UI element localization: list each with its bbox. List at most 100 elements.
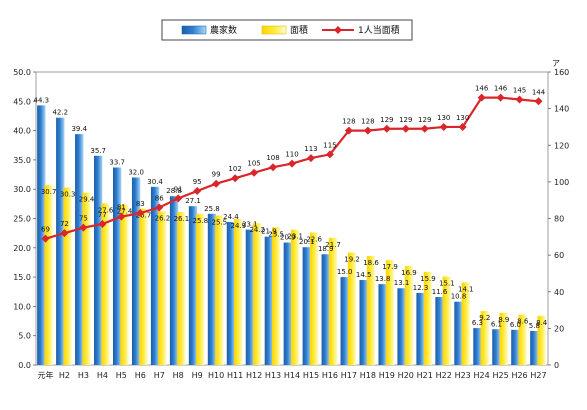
data-label-per-person: 145	[513, 86, 526, 94]
y2-tick-label: 0	[554, 361, 559, 370]
y-tick-label: 15.0	[13, 273, 31, 282]
x-tick-label: H19	[379, 371, 395, 380]
x-tick-label: H7	[154, 371, 165, 380]
bar-area	[291, 229, 300, 365]
bar-area	[423, 271, 433, 365]
point-per-person	[79, 223, 88, 232]
data-label-per-person: 75	[79, 215, 88, 223]
y2-tick-label: 40	[554, 288, 564, 297]
bar-area	[44, 185, 53, 365]
point-per-person	[325, 150, 334, 159]
point-per-person	[155, 203, 164, 212]
x-tick-label: H18	[360, 371, 376, 380]
x-tick-label: H22	[436, 371, 452, 380]
x-tick-label: H21	[417, 371, 433, 380]
bar-farms	[492, 329, 501, 365]
bar-farms	[131, 177, 141, 365]
data-label-per-person: 102	[228, 165, 241, 173]
point-per-person	[231, 174, 240, 183]
data-label-farms: 14.5	[356, 271, 372, 279]
data-label-farms: 21.9	[261, 228, 277, 236]
data-label-per-person: 128	[342, 118, 355, 126]
point-per-person	[344, 126, 353, 135]
bar-area	[215, 215, 224, 365]
bar-area	[385, 260, 395, 365]
bar-area	[82, 192, 91, 365]
x-tick-label: H3	[78, 371, 89, 380]
bar-farms	[416, 292, 425, 365]
data-label-per-person: 130	[456, 114, 469, 122]
data-label-farms: 33.7	[109, 159, 125, 167]
x-tick-label: H20	[398, 371, 414, 380]
data-label-farms: 18.9	[318, 245, 334, 253]
x-tick-label: H23	[455, 371, 471, 380]
point-per-person	[41, 234, 50, 243]
y-tick-label: 45.0	[13, 97, 31, 106]
data-label-per-person: 83	[136, 200, 145, 208]
data-label-farms: 20.9	[280, 234, 296, 242]
bar-farms	[94, 155, 103, 365]
data-label-farms: 30.4	[147, 178, 163, 186]
data-label-per-person: 91	[174, 185, 183, 193]
data-label-area: 8.4	[536, 319, 548, 327]
bar-area	[177, 212, 186, 365]
data-label-farms: 42.2	[52, 109, 68, 117]
bar-farms	[188, 206, 198, 365]
point-per-person	[98, 219, 107, 228]
data-label-area: 16.9	[401, 269, 417, 277]
y-tick-label: 0.0	[18, 361, 31, 370]
data-label-farms: 20.1	[299, 238, 315, 246]
data-label-farms: 39.4	[71, 125, 87, 133]
bar-area	[404, 265, 414, 365]
point-per-person	[363, 126, 372, 135]
data-label-area: 27.6	[98, 206, 114, 214]
bar-farms	[321, 254, 330, 365]
data-label-farms: 13.1	[394, 279, 410, 287]
x-tick-label: H8	[173, 371, 184, 380]
y2-tick-label: 80	[554, 215, 564, 224]
data-label-area: 23.5	[268, 230, 284, 238]
bar-farms	[207, 213, 217, 365]
point-per-person	[306, 154, 315, 163]
bar-area	[101, 203, 110, 365]
bar-farms	[150, 186, 160, 365]
data-label-area: 30.7	[41, 188, 57, 196]
data-label-farms: 11.6	[432, 288, 448, 296]
data-label-per-person: 129	[399, 116, 412, 124]
data-label-farms: 24.4	[223, 213, 239, 221]
data-label-per-person: 108	[266, 154, 279, 162]
x-tick-label: H2	[59, 371, 70, 380]
point-per-person	[382, 124, 391, 133]
x-tick-label: H4	[97, 371, 108, 380]
data-label-farms: 27.1	[185, 197, 201, 205]
x-tick-label: H14	[284, 371, 300, 380]
legend-marker-per-person	[334, 26, 342, 34]
y-tick-label: 35.0	[13, 156, 31, 165]
y2-tick-label: 160	[554, 68, 569, 77]
data-label-area: 25.8	[193, 217, 209, 225]
bar-area	[158, 211, 167, 365]
bar-farms	[340, 277, 349, 365]
x-tick-label: 元年	[37, 370, 53, 380]
y-tick-label: 10.0	[13, 302, 31, 311]
bar-farms	[112, 167, 122, 365]
data-label-per-person: 146	[475, 85, 489, 93]
point-per-person	[439, 122, 448, 131]
data-label-per-person: 81	[117, 204, 126, 212]
bar-area	[196, 213, 205, 365]
bar-farms	[359, 280, 368, 365]
bar-farms	[75, 134, 84, 365]
right-axis-unit: ア	[552, 59, 560, 68]
point-per-person	[477, 93, 486, 102]
bar-farms	[511, 329, 520, 365]
point-per-person	[269, 163, 278, 172]
bar-area	[272, 227, 281, 365]
x-tick-label: H16	[322, 371, 338, 380]
bar-area	[234, 219, 243, 365]
data-label-area: 24.2	[249, 226, 265, 234]
data-label-per-person: 129	[418, 116, 431, 124]
bar-area	[63, 187, 72, 365]
data-label-area: 18.6	[363, 259, 379, 267]
data-label-area: 9.2	[479, 314, 490, 322]
data-label-per-person: 113	[304, 145, 317, 153]
